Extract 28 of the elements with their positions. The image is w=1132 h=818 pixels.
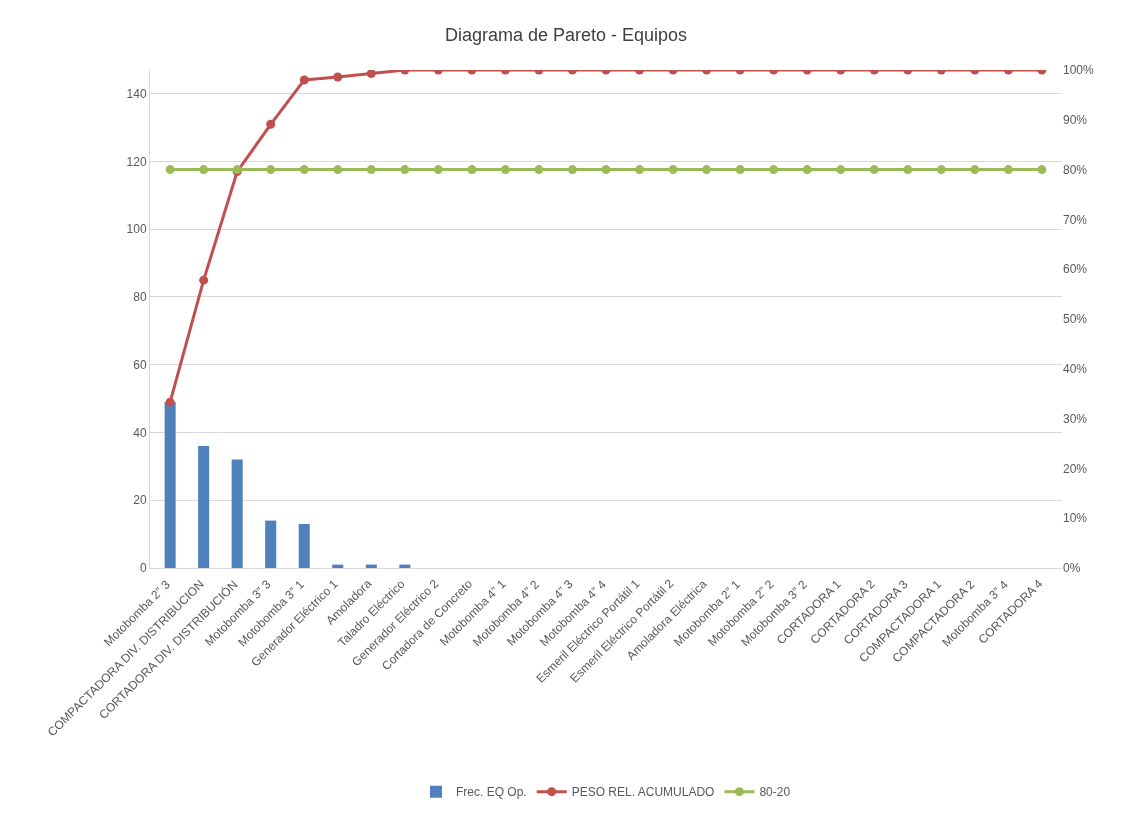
y-tick-label: 40: [133, 425, 147, 440]
y2-tick-label: 100%: [1063, 63, 1095, 78]
y-tick-label: 120: [126, 154, 147, 169]
y-tick-label: 60: [133, 357, 147, 372]
bar: [231, 459, 243, 568]
legend-label: PESO REL. ACUMULADO: [571, 785, 715, 800]
y2-tick-label: 90%: [1063, 113, 1088, 127]
bar: [298, 523, 310, 568]
bar: [265, 520, 277, 568]
y2-tick-label: 0%: [1063, 561, 1081, 576]
y2-tick-label: 20%: [1063, 461, 1088, 476]
y2-tick-label: 70%: [1063, 212, 1088, 227]
y-tick-label: 100: [126, 222, 147, 237]
chart-title: Diagrama de Pareto - Equipos: [444, 25, 688, 46]
legend-label: Frec. EQ Op.: [456, 785, 527, 800]
y-tick-label: 140: [126, 86, 147, 101]
y-tick-label: 20: [133, 493, 147, 508]
y-tick-label: 0: [139, 561, 147, 576]
y2-tick-label: 50%: [1063, 312, 1088, 327]
y-tick-label: 80: [133, 290, 147, 305]
y2-tick-label: 60%: [1063, 262, 1088, 277]
bar: [198, 446, 210, 568]
y2-tick-label: 80%: [1063, 162, 1088, 177]
y2-tick-label: 30%: [1063, 411, 1088, 426]
y2-tick-label: 40%: [1063, 362, 1088, 376]
bar: [164, 402, 176, 568]
y2-tick-label: 10%: [1063, 511, 1088, 526]
legend-label: 80-20: [759, 785, 791, 800]
